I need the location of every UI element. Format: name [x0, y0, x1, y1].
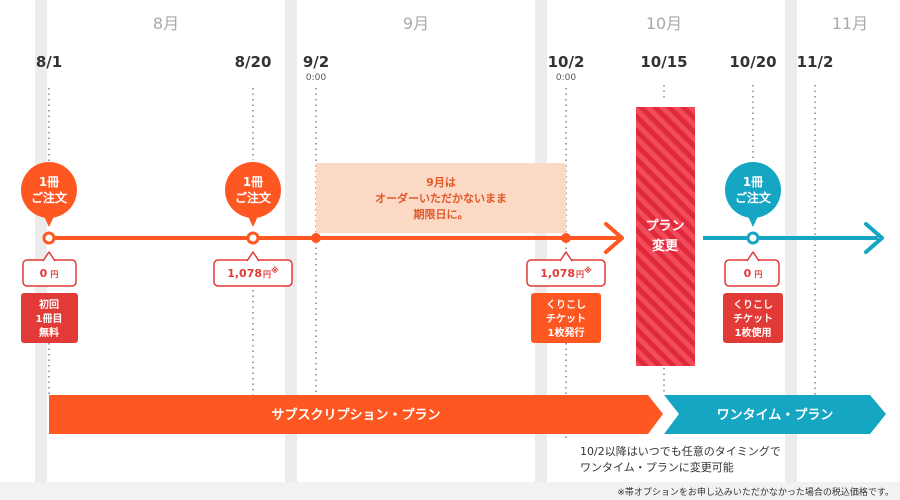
timeline-marker — [311, 233, 321, 243]
price-tag-pointer — [559, 251, 573, 262]
order-bubble: 1冊 ご注文 — [21, 162, 77, 227]
date-label-1020: 10/20 — [729, 53, 776, 71]
skip-line-3: 期限日に。 — [414, 207, 469, 221]
bubble-line-2: ご注文 — [735, 190, 772, 205]
badge-box — [21, 293, 78, 343]
date-label-0801: 8/1 — [36, 53, 62, 71]
price-amount: 0 — [744, 267, 752, 280]
time-label-0902: 0:00 — [306, 73, 326, 83]
onetime-plan-band — [664, 395, 886, 434]
price-tag-pointer — [746, 251, 760, 262]
plan-change-line-1: プラン — [645, 219, 684, 234]
price-tag-text: 1,078円※ — [540, 265, 592, 280]
badge-line-2: チケット — [546, 313, 586, 325]
price-unit: 円 — [263, 270, 271, 279]
price-tag: 1,078円※ — [213, 251, 293, 287]
date-label-0902: 9/2 — [303, 53, 329, 71]
plan-change-line-2: 変更 — [652, 238, 679, 254]
month-label-sep: 9月 — [403, 14, 429, 33]
skip-line-2: オーダーいただかないまま — [375, 191, 507, 205]
badge-line-3: 無料 — [39, 326, 59, 339]
price-unit: 円 — [754, 270, 762, 279]
badge-line-3: 1枚発行 — [548, 326, 585, 339]
timeline-marker — [746, 231, 760, 245]
price-tag-pointer — [246, 251, 260, 262]
date-label-1102: 11/2 — [797, 53, 834, 71]
price-tag: 1,078円※ — [526, 251, 606, 287]
skip-box — [316, 163, 566, 233]
month-divider-sep — [285, 0, 297, 482]
month-divider-oct — [535, 0, 547, 482]
badge-box — [723, 293, 783, 343]
price-amount: 1,078 — [227, 267, 262, 280]
time-label-1002: 0:00 — [556, 73, 576, 83]
timeline-marker — [246, 231, 260, 245]
month-divider-aug — [35, 0, 47, 482]
price-unit: 円 — [50, 270, 58, 279]
order-bubble: 1冊 ご注文 — [225, 162, 281, 227]
note-line-2: ワンタイム・プランに変更可能 — [580, 460, 734, 474]
month-label-oct: 10月 — [646, 14, 682, 33]
bubble-line-1: 1冊 — [243, 175, 263, 189]
month-label-nov: 11月 — [832, 14, 868, 33]
month-divider-nov — [785, 0, 797, 482]
date-label-0820: 8/20 — [235, 53, 272, 71]
badge-line-1: 初回 — [39, 298, 59, 311]
badge-line-2: 1冊目 — [36, 313, 63, 325]
price-unit: 円 — [576, 270, 584, 279]
date-guides — [48, 85, 816, 440]
badge-first-free: 初回 1冊目 無料 — [21, 293, 78, 343]
subscription-arrowhead — [604, 222, 624, 254]
onetime-plan-label: ワンタイム・プラン — [717, 408, 834, 423]
date-label-1015: 10/15 — [640, 53, 687, 71]
badge-line-1: くりこし — [546, 299, 586, 311]
badge-box — [531, 293, 601, 343]
month-label-aug: 8月 — [153, 14, 179, 33]
note-line-1: 10/2以降はいつでも任意のタイミングで — [580, 444, 781, 458]
badge-line-2: チケット — [733, 313, 773, 325]
footer-band — [0, 482, 900, 500]
price-amount: 0 — [40, 267, 48, 280]
subscription-plan-band — [49, 395, 663, 434]
bubble-line-1: 1冊 — [743, 175, 763, 189]
badge-ticket-issued: くりこし チケット 1枚発行 — [531, 293, 601, 343]
bubble-circle — [21, 162, 77, 218]
bubble-line-1: 1冊 — [39, 175, 59, 189]
skip-line-1: 9月は — [426, 176, 456, 189]
timeline-marker — [42, 231, 56, 245]
timeline-marker — [561, 233, 571, 243]
plan-change-bar — [636, 107, 695, 366]
subscription-plan-label: サブスクリプション・プラン — [271, 407, 440, 423]
order-bubble: 1冊 ご注文 — [725, 162, 781, 227]
badge-line-3: 1枚使用 — [735, 326, 772, 339]
footnote: ※帯オプションをお申し込みいただかなかった場合の税込価格です。 — [617, 486, 894, 498]
onetime-arrowhead — [864, 222, 884, 254]
date-label-1002: 10/2 — [548, 53, 585, 71]
badge-ticket-used: くりこし チケット 1枚使用 — [723, 293, 783, 343]
price-note: ※ — [271, 265, 279, 275]
price-amount: 1,078 — [540, 267, 575, 280]
bubble-line-2: ご注文 — [31, 190, 68, 205]
bubble-circle — [225, 162, 281, 218]
price-tag-frame — [724, 259, 780, 287]
price-tag-text: 1,078円※ — [227, 265, 279, 280]
price-note: ※ — [584, 265, 592, 275]
bubble-line-2: ご注文 — [235, 190, 272, 205]
price-tag-pointer — [42, 251, 56, 262]
badge-line-1: くりこし — [733, 299, 773, 311]
bubble-circle — [725, 162, 781, 218]
